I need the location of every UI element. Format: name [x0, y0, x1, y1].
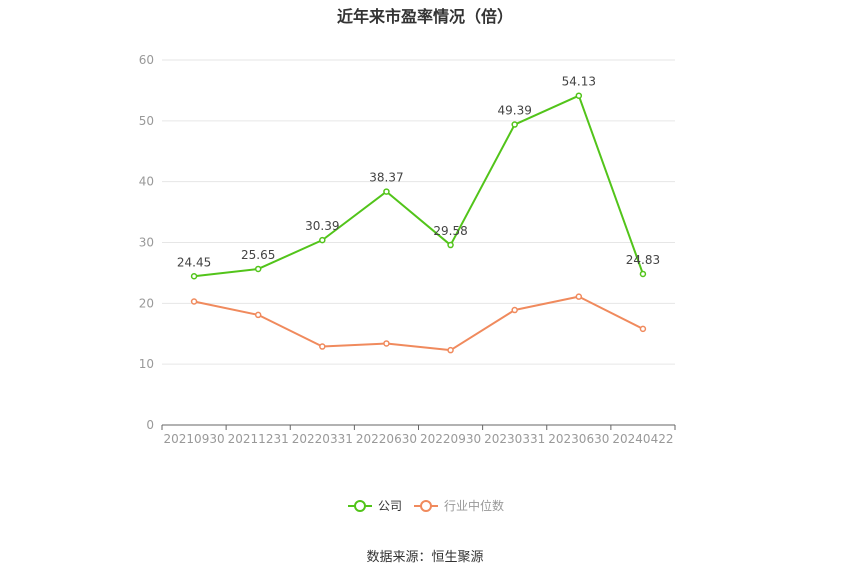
data-point — [190, 298, 198, 305]
data-point — [639, 325, 647, 333]
data-point — [254, 311, 262, 319]
data-point — [511, 306, 518, 314]
data-label: 24.83 — [626, 253, 660, 267]
series-line-0 — [193, 94, 644, 278]
data-point — [575, 293, 583, 300]
series-layer — [190, 92, 647, 354]
data-point — [383, 340, 390, 347]
data-label: 24.45 — [177, 255, 211, 269]
data-point — [319, 236, 326, 244]
data-point — [254, 265, 262, 273]
data-point — [319, 343, 326, 350]
x-tick-label: 20230331 — [484, 432, 545, 446]
legend-label: 公司 — [378, 499, 402, 513]
x-tick-label: 20240422 — [612, 432, 673, 446]
legend-marker — [420, 500, 432, 512]
x-tick-label: 20230630 — [548, 432, 609, 446]
y-tick-label: 10 — [139, 357, 154, 371]
y-tick-label: 0 — [146, 418, 154, 432]
data-point — [639, 270, 647, 278]
legend-label: 行业中位数 — [444, 498, 504, 513]
legend-item-0[interactable]: 公司 — [348, 499, 402, 513]
data-point — [383, 188, 390, 195]
y-tick-label: 60 — [139, 53, 154, 67]
legend-item-1[interactable]: 行业中位数 — [414, 498, 504, 513]
grid-layer — [162, 59, 675, 365]
y-tick-label: 20 — [139, 296, 154, 310]
data-point — [447, 241, 454, 249]
legend-marker — [354, 500, 366, 512]
y-tick-label: 40 — [139, 175, 154, 189]
x-tick-label: 20220331 — [292, 432, 353, 446]
y-tick-label: 30 — [139, 236, 154, 250]
legend[interactable]: 公司 行业中位数 — [348, 498, 504, 513]
data-label: 25.65 — [241, 248, 275, 262]
x-tick-label: 20220930 — [420, 432, 481, 446]
data-label-layer: 24.45 25.65 30.39 38.37 29.58 49.39 54.13 24.83 — [177, 75, 660, 270]
data-point — [575, 92, 583, 99]
chart-title: 近年来市盈率情况（倍） — [336, 7, 513, 26]
x-tick-label: 20220630 — [356, 432, 417, 446]
x-tick-label: 20210930 — [164, 432, 225, 446]
data-point — [511, 121, 518, 128]
data-label: 49.39 — [498, 104, 532, 118]
data-label: 38.37 — [369, 171, 403, 185]
data-label: 30.39 — [305, 219, 339, 233]
data-label: 54.13 — [562, 75, 596, 89]
data-label: 29.58 — [433, 224, 467, 238]
data-point — [190, 273, 198, 280]
x-tick-label: 20211231 — [228, 432, 289, 446]
source-note: 数据来源：恒生聚源 — [366, 550, 484, 565]
series-line-1 — [193, 295, 644, 352]
y-tick-label: 50 — [139, 114, 154, 128]
data-point — [447, 346, 454, 354]
